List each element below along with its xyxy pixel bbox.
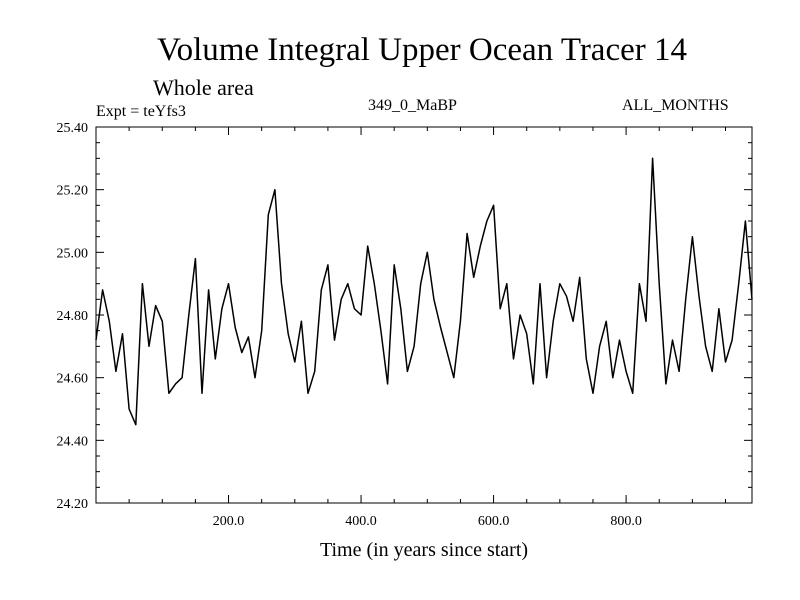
y-tick-label: 25.00	[57, 246, 89, 261]
y-tick-label: 24.60	[57, 372, 89, 387]
months-label: ALL_MONTHS	[622, 97, 729, 114]
y-tick-label: 24.20	[57, 497, 89, 512]
period-label: 349_0_MaBP	[368, 97, 457, 114]
series-line	[95, 157, 753, 426]
chart-title: Volume Integral Upper Ocean Tracer 14	[157, 32, 687, 68]
chart-subtitle: Whole area	[153, 75, 254, 100]
x-axis-label: Time (in years since start)	[320, 539, 528, 561]
axis-ticks: 200.0 400.0 600.0 800.0 24.20 24.40 24.60 24.80…	[57, 121, 752, 529]
y-tick-label: 25.20	[57, 184, 89, 199]
y-tick-label: 24.40	[57, 434, 89, 449]
y-tick-label: 24.80	[57, 309, 89, 324]
x-tick-label: 200.0	[213, 514, 245, 529]
y-tick-label: 25.40	[57, 121, 89, 136]
series-group	[95, 157, 753, 426]
x-tick-label: 800.0	[610, 514, 642, 529]
x-tick-label: 400.0	[345, 514, 377, 529]
x-tick-label: 600.0	[478, 514, 510, 529]
experiment-label: Expt = teYfs3	[96, 103, 186, 120]
